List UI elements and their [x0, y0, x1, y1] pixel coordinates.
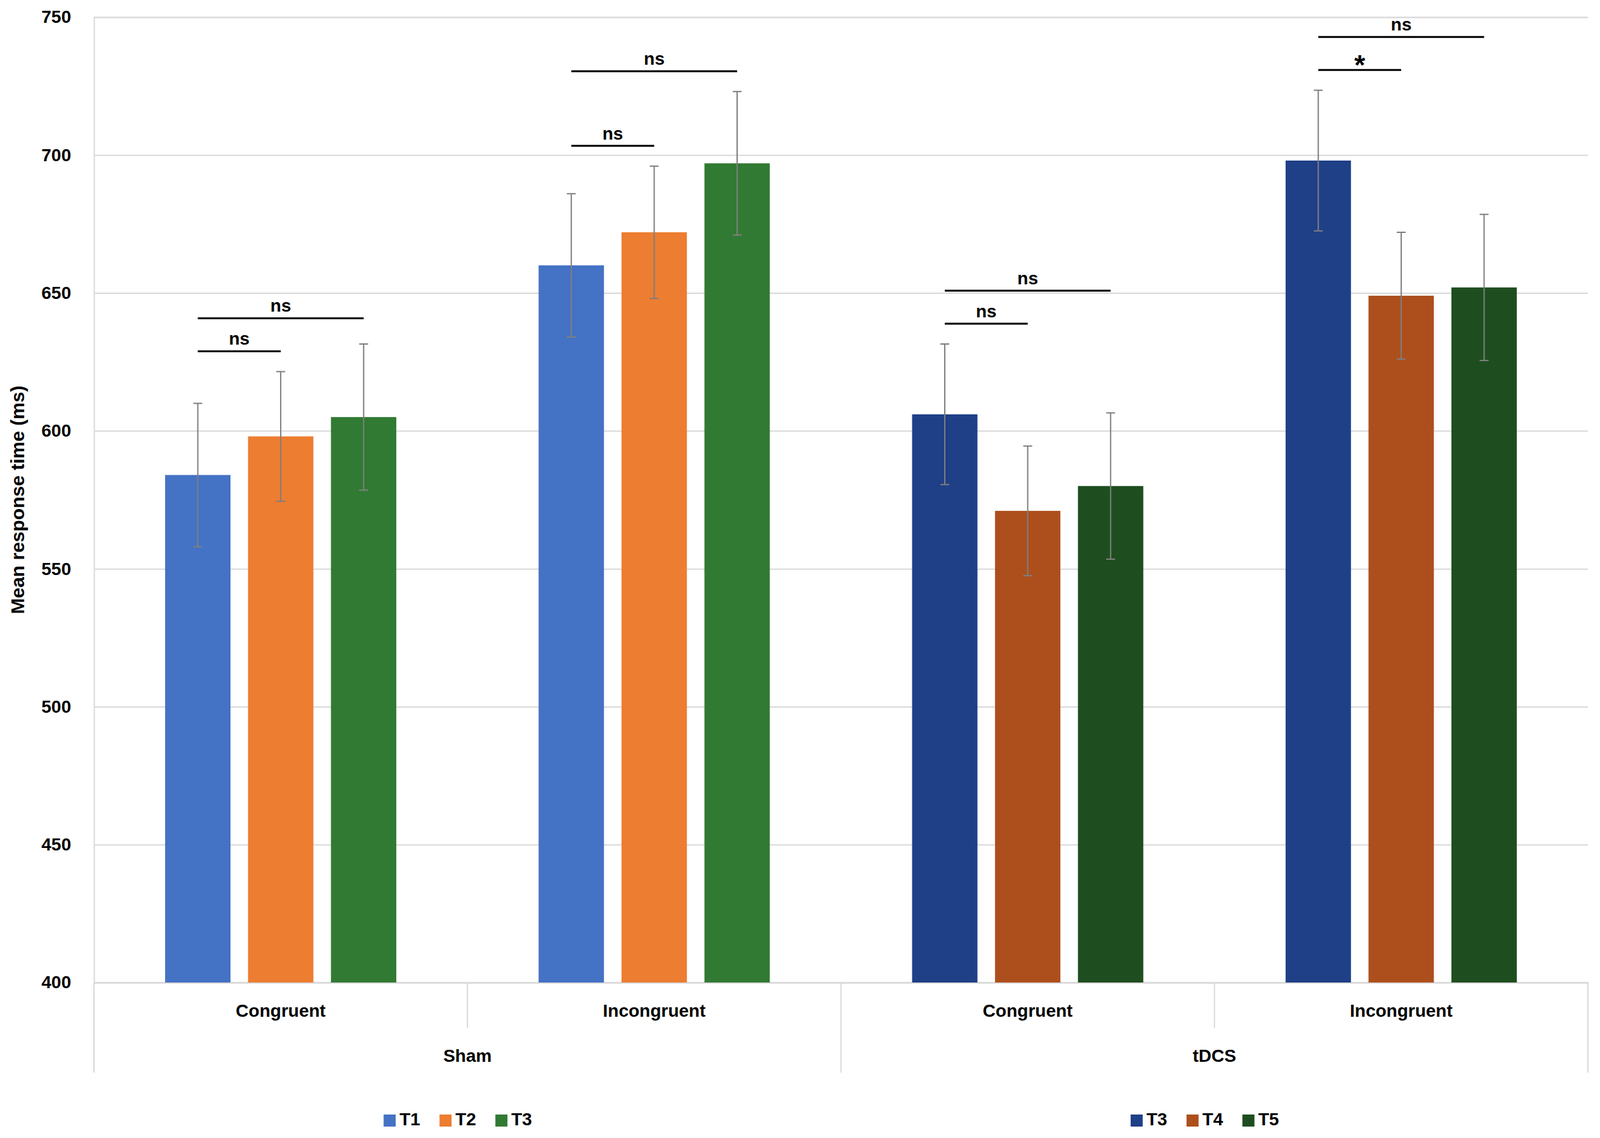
divider — [840, 982, 842, 1074]
legend-label: T3 — [1146, 1109, 1168, 1130]
divider — [1213, 982, 1216, 1029]
bar — [621, 232, 687, 983]
legend-label: T1 — [399, 1109, 421, 1130]
error-bar — [193, 403, 203, 547]
bar — [330, 417, 397, 983]
error-bar — [1479, 214, 1489, 361]
group-label: Sham — [443, 1046, 492, 1067]
grid-line — [93, 292, 1588, 294]
legend-label: T5 — [1258, 1109, 1280, 1130]
bars — [165, 90, 1517, 983]
bar — [1451, 287, 1517, 983]
x-tick: Congruent — [235, 982, 326, 1021]
significance-bracket — [571, 70, 738, 73]
y-tick-label: 700 — [41, 145, 72, 166]
legend-label: T4 — [1202, 1109, 1224, 1130]
error-bar — [276, 371, 286, 501]
significance-label: ns — [975, 301, 997, 322]
legend-swatch — [439, 1114, 452, 1127]
group-label: tDCS — [1193, 1046, 1237, 1067]
x-tick: Incongruent — [1349, 982, 1453, 1021]
grid-line — [93, 706, 1588, 708]
bar — [248, 436, 314, 983]
bar — [1078, 486, 1144, 983]
error-bar — [359, 344, 369, 491]
grid-line — [93, 568, 1588, 571]
error-bar — [566, 193, 576, 338]
y-tick-label: 400 — [41, 972, 72, 993]
y-axis-line — [94, 17, 1589, 984]
bar — [538, 265, 604, 983]
y-axis: 400 450 500 550 600 650 700 750 — [41, 6, 1588, 993]
bar — [1368, 295, 1434, 983]
y-tick-label: 550 — [41, 559, 72, 580]
error-bar — [940, 344, 950, 486]
error-bar — [1313, 90, 1323, 232]
chart: 400 450 500 550 600 650 700 750 Mean response ti… — [0, 0, 1600, 1138]
significance-bracket — [198, 350, 282, 353]
significance-label: ns — [1017, 268, 1039, 289]
legend: T1 T2 T3 — [383, 1109, 533, 1130]
legend-swatch — [1130, 1114, 1143, 1127]
significance-label: ns — [602, 123, 624, 144]
divider — [466, 982, 468, 1029]
bar — [704, 163, 770, 983]
significance-label: ns — [1391, 14, 1413, 35]
divider — [93, 982, 95, 1074]
significance-bracket — [571, 144, 655, 147]
x-tick: Congruent — [982, 982, 1074, 1021]
legend: T3 T4 T5 — [1130, 1109, 1280, 1130]
y-tick: 750 — [41, 6, 1588, 27]
grid-line — [93, 430, 1588, 432]
legend-swatch — [383, 1114, 396, 1127]
y-axis-title: Mean response time (ms) — [6, 385, 28, 614]
x-tick: Incongruent — [602, 982, 706, 1021]
error-bar — [649, 166, 659, 300]
x-tick-label: Congruent — [982, 1001, 1074, 1021]
legend-swatch — [1242, 1114, 1255, 1127]
y-tick: 700 — [41, 145, 1588, 166]
error-bar — [1396, 232, 1406, 360]
bar — [912, 414, 978, 983]
y-tick-label: 500 — [41, 697, 72, 717]
error-bar — [1106, 413, 1115, 560]
y-tick-label: 600 — [41, 420, 72, 441]
significance-label: ns — [228, 328, 250, 349]
significance-bracket — [944, 289, 1111, 292]
y-tick-label: 650 — [41, 283, 72, 303]
divider — [1587, 982, 1589, 1074]
legend-swatch — [1186, 1114, 1199, 1127]
significance-bracket — [1318, 36, 1484, 39]
bar — [994, 511, 1061, 983]
x-tick-label: Incongruent — [602, 1001, 706, 1021]
y-tick-label: 450 — [41, 834, 72, 855]
x-tick-label: Incongruent — [1349, 1001, 1453, 1021]
significance-label: ns — [270, 295, 292, 316]
significance-label: ns — [643, 48, 665, 69]
significance-label: * — [1354, 49, 1366, 81]
bar — [165, 474, 231, 983]
y-tick-label: 750 — [41, 6, 72, 27]
legend-swatch — [495, 1114, 508, 1127]
axis-dividers — [93, 982, 1588, 1074]
significance-bracket — [198, 317, 364, 320]
error-bar — [732, 91, 742, 235]
legend-label: T2 — [455, 1109, 477, 1130]
grid-line — [93, 17, 1588, 19]
error-bar — [1023, 446, 1033, 576]
legend-label: T3 — [511, 1109, 533, 1130]
x-tick-label: Congruent — [235, 1001, 326, 1021]
grid-line — [93, 844, 1588, 846]
grid-line — [93, 154, 1588, 157]
significance-bracket — [944, 322, 1028, 325]
bar — [1285, 160, 1352, 983]
